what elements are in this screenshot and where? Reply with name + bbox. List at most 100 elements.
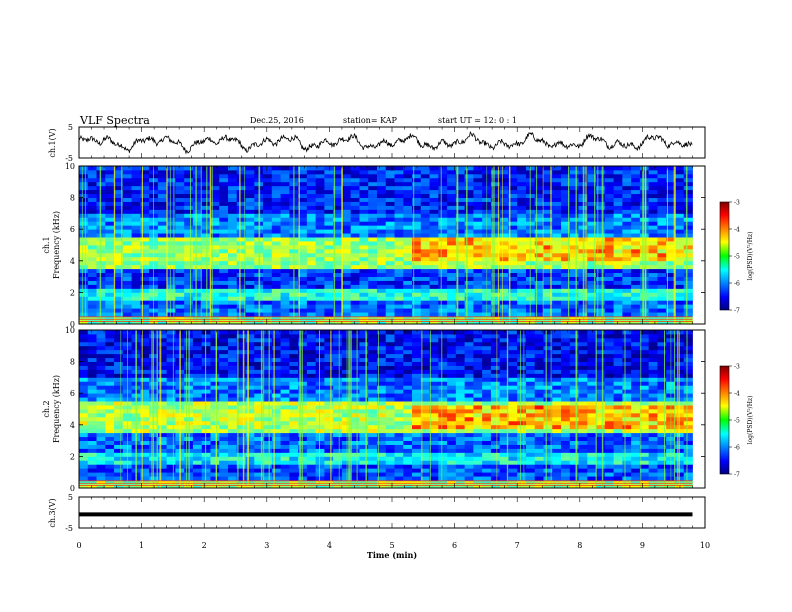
spectrogram-cell	[140, 193, 150, 198]
spectrogram-cell	[341, 480, 352, 485]
spectrogram-cell	[263, 177, 273, 183]
spectrogram-cell	[166, 361, 176, 366]
spectrogram-cell	[280, 280, 290, 285]
spectrogram-cell	[385, 229, 395, 234]
spectrogram-cell	[447, 264, 457, 270]
spectrogram-cell	[359, 432, 369, 438]
spectrogram-cell	[306, 341, 317, 347]
spectrogram-cell	[333, 397, 343, 402]
spectrogram-cell	[385, 260, 395, 266]
spectrogram-cell	[447, 405, 457, 410]
spectrogram-cell	[298, 166, 308, 171]
spectrogram-cell	[166, 401, 176, 406]
spectrogram-cell	[674, 233, 685, 238]
spectrogram-cell	[280, 416, 290, 422]
spectrogram-cell	[447, 166, 457, 171]
spectrogram-cell	[263, 365, 273, 370]
spectrogram-cell	[236, 330, 246, 335]
spectrogram-cell	[254, 432, 264, 438]
spectrogram-cell	[289, 468, 299, 473]
spectrogram-cell	[79, 300, 89, 305]
spectrogram-cell	[105, 268, 115, 274]
spectrogram-cell	[429, 268, 439, 274]
spectrogram-cell	[657, 221, 667, 226]
spectrogram-cell	[157, 300, 168, 305]
spectrogram-cell	[368, 185, 378, 191]
spectrogram-cell	[438, 365, 448, 370]
spectrogram-cell	[315, 296, 325, 301]
spectrogram-cell	[79, 272, 89, 277]
spectrogram-cell	[280, 193, 290, 198]
spectrogram-cell	[227, 409, 238, 414]
spectrogram-cell	[122, 173, 132, 179]
spectrogram-cell	[210, 440, 220, 445]
spectrogram-cell	[315, 248, 325, 254]
spectrogram-cell	[157, 373, 168, 378]
spectrogram-cell	[464, 381, 474, 386]
spectrogram-cell	[429, 272, 439, 277]
spectrogram-cell	[114, 276, 124, 281]
spectrogram-cell	[368, 213, 378, 218]
spectrogram-cell	[385, 237, 395, 242]
spectrogram-cell	[490, 229, 501, 234]
spectrogram-cell	[227, 377, 238, 382]
spectrogram-cell	[420, 440, 430, 445]
spectrogram-cell	[236, 409, 246, 414]
spectrogram-cell	[359, 353, 369, 359]
spectrogram-cell	[648, 245, 658, 250]
spectrogram-cell	[368, 173, 378, 179]
spectrogram-cell	[306, 185, 317, 191]
spectrogram-cell	[306, 229, 317, 234]
spectrogram-cell	[236, 272, 246, 277]
spectrogram-cell	[394, 365, 404, 370]
spectrogram-cell	[429, 304, 439, 309]
spectrogram-cell	[157, 193, 168, 198]
spectrogram-cell	[596, 189, 606, 195]
spectrogram-cell	[666, 221, 676, 226]
spectrogram-cell	[192, 205, 203, 210]
spectrogram-cell	[499, 345, 509, 351]
spectrogram-cell	[508, 213, 518, 218]
spectrogram-cell	[666, 237, 676, 242]
spectrogram-cell	[359, 256, 369, 262]
spectrogram-cell	[79, 205, 89, 210]
spectrogram-cell	[464, 166, 474, 171]
spectrogram-cell	[263, 300, 273, 305]
spectrogram-cell	[79, 373, 89, 378]
spectrogram-cell	[166, 197, 176, 202]
spectrogram-cell	[227, 264, 238, 270]
spectrogram-cell	[114, 233, 124, 238]
spectrogram-cell	[368, 444, 378, 449]
spectrogram-cell	[236, 480, 246, 485]
spectrogram-cell	[420, 424, 430, 430]
spectrogram-cell	[105, 256, 115, 262]
spectrogram-cell	[219, 284, 229, 289]
spectrogram-cell	[105, 312, 115, 317]
spectrogram-cell	[341, 177, 352, 183]
spectrogram-cell	[385, 420, 395, 426]
spectrogram-cell	[561, 181, 571, 187]
spectrogram-cell	[227, 397, 238, 402]
spectrogram-cell	[613, 217, 623, 222]
spectrogram-cell	[114, 357, 124, 362]
spectrogram-cell	[219, 185, 229, 191]
spectrogram-cell	[131, 272, 141, 277]
spectrogram-cell	[534, 225, 544, 230]
spectrogram-cell	[280, 365, 290, 370]
spectrogram-cell	[376, 185, 387, 191]
spectrogram-cell	[368, 193, 378, 198]
spectrogram-cell	[192, 225, 203, 230]
spectrogram-cell	[622, 268, 632, 274]
spectrogram-cell	[499, 349, 509, 355]
spectrogram-cell	[631, 233, 641, 238]
spectrogram-cell	[596, 312, 606, 317]
spectrogram-cell	[587, 166, 597, 171]
spectrogram-cell	[306, 221, 317, 226]
spectrogram-cell	[534, 300, 544, 305]
spectrogram-cell	[438, 169, 448, 175]
spectrogram-cell	[359, 389, 369, 394]
spectrogram-cell	[499, 260, 509, 266]
spectrogram-cell	[543, 320, 553, 325]
spectrogram-cell	[315, 272, 325, 277]
spectrogram-cell	[333, 280, 343, 285]
